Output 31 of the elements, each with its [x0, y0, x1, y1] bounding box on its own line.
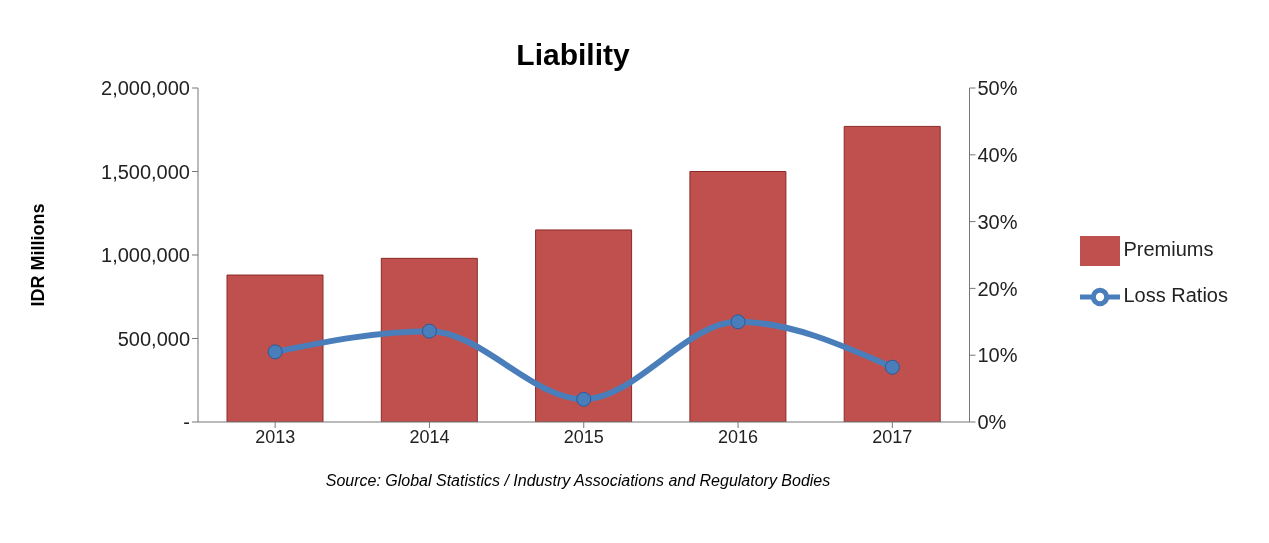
y2-tick-label: 20% — [977, 277, 1018, 300]
y2-tick-label: 30% — [977, 210, 1018, 233]
x-tick-label: 2013 — [255, 426, 296, 447]
y2-tick-label: 50% — [977, 77, 1018, 100]
bar — [689, 171, 787, 422]
point — [730, 314, 746, 330]
point — [884, 359, 900, 375]
y2-tick-label: 10% — [977, 344, 1018, 367]
y-tick-label: - — [183, 411, 190, 434]
y-axis-title: IDR Millions — [28, 203, 49, 307]
point — [267, 344, 283, 360]
point — [576, 391, 592, 407]
legend-label: Loss Ratios — [1123, 284, 1228, 306]
y-tick-label: 2,000,000 — [101, 77, 190, 100]
source-note: Source: Global Statistics / Industry Associations and Regulatory Bodies — [324, 472, 832, 490]
x-tick-label: 2014 — [409, 426, 450, 447]
bar — [380, 257, 478, 422]
x-tick-label: 2016 — [718, 426, 759, 447]
y-tick-label: 1,500,000 — [101, 160, 190, 183]
bar — [535, 229, 633, 422]
bar — [843, 125, 941, 422]
y2-tick-label: 40% — [977, 143, 1018, 166]
x-tick-label: 2017 — [872, 426, 913, 447]
legend-label: Premiums — [1123, 238, 1214, 260]
chart-title: Liability — [515, 38, 631, 72]
x-tick-label: 2015 — [563, 426, 604, 447]
y2-tick-label: 0% — [977, 411, 1007, 434]
bar — [226, 274, 324, 422]
point — [421, 323, 437, 339]
y-tick-label: 1,000,000 — [101, 244, 190, 267]
y-tick-label: 500,000 — [117, 327, 190, 350]
